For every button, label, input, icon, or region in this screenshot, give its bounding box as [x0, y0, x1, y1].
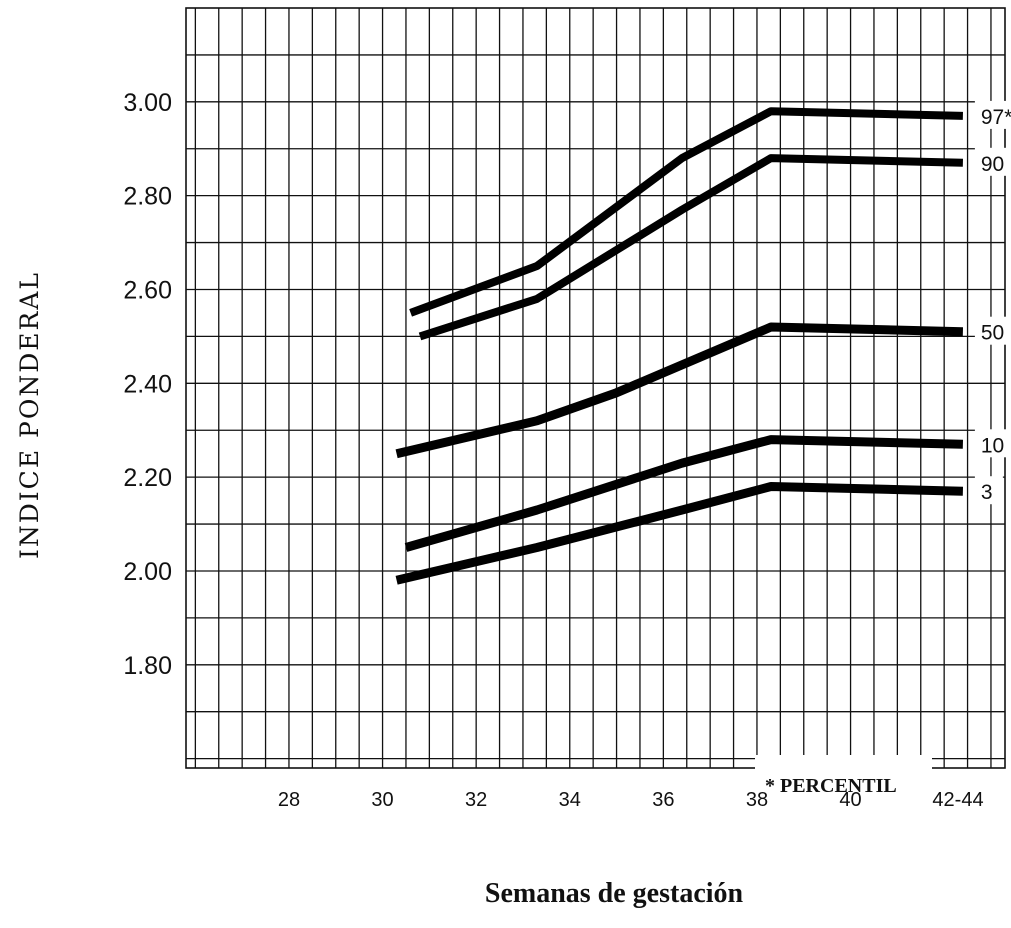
y-tick-label-2.40: 2.40 — [123, 370, 172, 398]
series-line-p3 — [395, 482, 964, 585]
series-lines — [395, 107, 964, 585]
y-tick-label-3.00: 3.00 — [123, 89, 172, 117]
series-label-background-p50 — [974, 316, 1011, 345]
series-label-background-p90 — [974, 147, 1011, 176]
series-line-p50 — [395, 322, 964, 459]
series-label-p50: 50 — [981, 322, 1004, 345]
series-label-background-p97 — [974, 100, 1011, 129]
x-tick-label-42-44: 42-44 — [932, 789, 983, 811]
annotation-background — [755, 755, 932, 783]
y-tick-label-1.80: 1.80 — [123, 652, 172, 680]
series-label-background-p10 — [974, 429, 1011, 458]
x-tick-label-28: 28 — [278, 789, 300, 811]
series-line-p90 — [418, 154, 963, 341]
series-label-p90: 90 — [981, 153, 1004, 176]
x-tick-label-32: 32 — [465, 789, 487, 811]
series-line-p97 — [409, 107, 963, 317]
series-label-background-p3 — [974, 476, 1003, 505]
y-axis-label: INDICE PONDERAL — [15, 271, 44, 559]
x-tick-labels: 28 30 32 34 36 38 40 42-44 — [278, 789, 984, 811]
y-tick-label-2.80: 2.80 — [123, 183, 172, 211]
x-tick-label-34: 34 — [559, 789, 581, 811]
grid — [185, 7, 1006, 769]
y-tick-labels: 1.80 2.00 2.20 2.40 2.60 2.80 3.00 — [123, 89, 172, 680]
x-tick-label-38: 38 — [746, 789, 768, 811]
series-label-p10: 10 — [981, 434, 1004, 457]
series-label-p97: 97* — [981, 106, 1011, 129]
y-tick-label-2.00: 2.00 — [123, 558, 172, 586]
series-label-p3: 3 — [981, 481, 993, 504]
x-tick-label-30: 30 — [371, 789, 393, 811]
plot-frame — [185, 7, 1006, 769]
x-axis-label: Semanas de gestación — [485, 878, 744, 909]
x-tick-label-36: 36 — [652, 789, 674, 811]
series-line-p10 — [404, 435, 964, 552]
y-tick-label-2.20: 2.20 — [123, 464, 172, 492]
y-tick-label-2.60: 2.60 — [123, 276, 172, 304]
series-labels: 97* 90 50 10 3 — [974, 100, 1011, 505]
x-tick-label-40: 40 — [839, 789, 861, 811]
percentil-annotation: * PERCENTIL — [765, 775, 897, 797]
